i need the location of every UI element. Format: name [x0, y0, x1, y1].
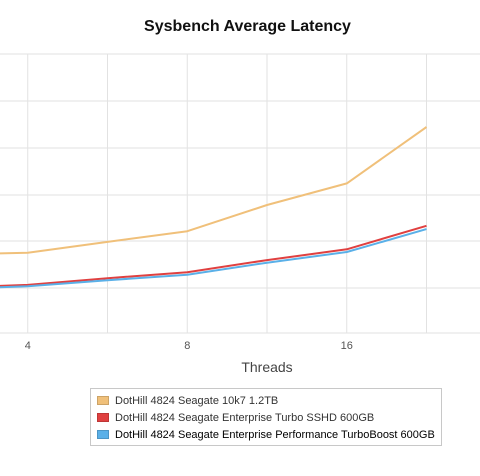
legend-label-1: DotHill 4824 Seagate Enterprise Turbo SS…: [115, 411, 375, 424]
legend-label-2: DotHill 4824 Seagate Enterprise Performa…: [115, 428, 435, 441]
vertical-gridlines: [27, 54, 427, 333]
series-line-1[interactable]: [0, 224, 427, 288]
series-line-0[interactable]: [0, 126, 428, 255]
series-lines: [0, 126, 428, 289]
legend-label-0: DotHill 4824 Seagate 10k7 1.2TB: [115, 394, 279, 407]
legend-swatch-2: [97, 430, 109, 439]
legend-item-2[interactable]: DotHill 4824 Seagate Enterprise Performa…: [97, 426, 435, 443]
x-tick-label-4: 4: [25, 340, 31, 352]
legend-item-1[interactable]: DotHill 4824 Seagate Enterprise Turbo SS…: [97, 409, 435, 426]
legend-item-0[interactable]: DotHill 4824 Seagate 10k7 1.2TB: [97, 392, 435, 409]
x-tick-label-8: 8: [184, 340, 190, 352]
series-line-2[interactable]: [0, 228, 427, 289]
x-axis-title: Threads: [241, 359, 292, 375]
x-tick-label-16: 16: [341, 340, 353, 352]
legend-swatch-1: [97, 413, 109, 422]
chart-title: Sysbench Average Latency: [144, 18, 351, 35]
legend: DotHill 4824 Seagate 10k7 1.2TB DotHill 4…: [90, 388, 442, 446]
horizontal-gridlines: [0, 53, 480, 334]
legend-swatch-0: [97, 396, 109, 405]
x-tick-labels: 4 8 16: [25, 340, 353, 352]
